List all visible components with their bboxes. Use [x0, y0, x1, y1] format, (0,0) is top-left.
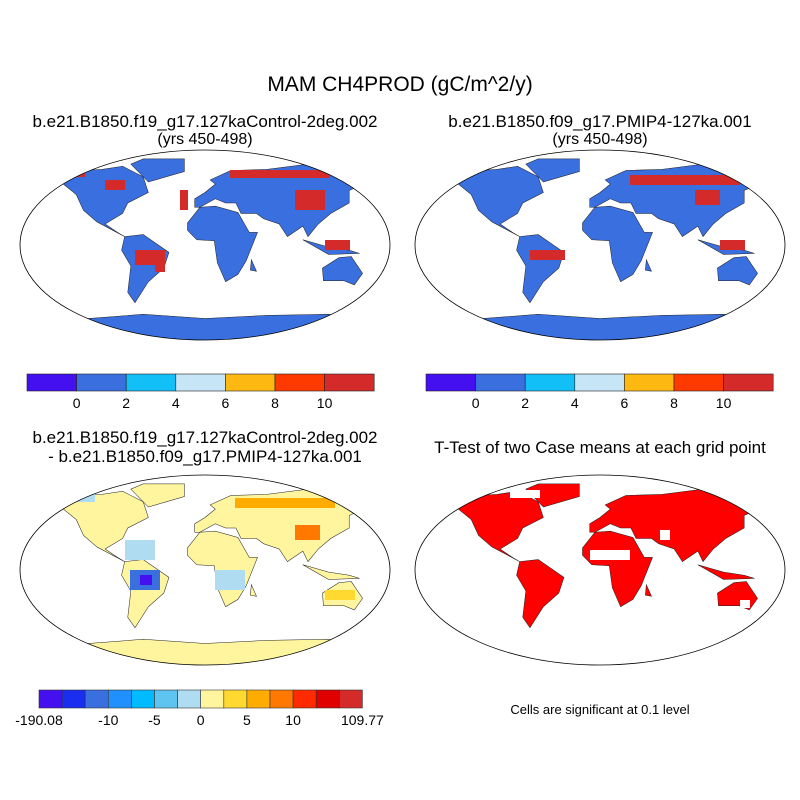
colorbar-box: [200, 689, 225, 709]
colorbar-box: [274, 373, 325, 392]
colorbar-box: [425, 373, 476, 392]
colorbar-box: [269, 689, 294, 709]
colorbar-box: [76, 373, 127, 392]
colorbar-box: [624, 373, 675, 392]
colorbar-label: 109.77: [341, 712, 384, 728]
panel2-subtitle: (yrs 450-498): [552, 131, 648, 148]
colorbar-label: 6: [621, 395, 629, 411]
colorbar-label: 4: [571, 395, 579, 411]
colorbar-box: [338, 689, 363, 709]
colorbar-box: [26, 373, 77, 392]
colorbar-label: -10: [98, 712, 118, 728]
colorbar-box: [292, 689, 317, 709]
colorbar-label: 2: [521, 395, 529, 411]
colorbar-label: 8: [271, 395, 279, 411]
colorbar-box: [125, 373, 177, 392]
map-ttest: [414, 474, 786, 666]
panel3-subtitle: - b.e21.B1850.f09_g17.PMIP4-127ka.001: [48, 447, 362, 466]
panel3-title: b.e21.B1850.f19_g17.127kaControl-2deg.00…: [32, 428, 378, 447]
colorbar-box: [38, 689, 63, 709]
colorbar-box: [475, 373, 526, 392]
colorbar-label: 2: [122, 395, 130, 411]
colorbar-box: [315, 689, 340, 709]
colorbar-difference: -190.08 -10 -5 0 5 10 109.77: [15, 689, 384, 728]
colorbar-label: 0: [197, 712, 205, 728]
colorbar-label: 0: [472, 395, 480, 411]
non-significant-cells: [510, 490, 750, 608]
main-title: MAM CH4PROD (gC/m^2/y): [267, 73, 533, 96]
colorbar-label: 10: [285, 712, 301, 728]
colorbar-label: 5: [243, 712, 251, 728]
colorbar-label: 6: [222, 395, 230, 411]
colorbar-box: [154, 689, 178, 709]
colorbar-box: [574, 373, 625, 392]
panel4-footnote: Cells are significant at 0.1 level: [510, 702, 690, 717]
panel2-title: b.e21.B1850.f09_g17.PMIP4-127ka.001: [448, 112, 752, 131]
colorbar-box: [175, 373, 226, 392]
panel1-title: b.e21.B1850.f19_g17.127kaControl-2deg.00…: [32, 112, 378, 131]
colorbar-control: 0 2 4 6 8 10: [26, 373, 375, 411]
panel4-title: T-Test of two Case means at each grid po…: [434, 438, 766, 457]
colorbar-box: [673, 373, 724, 392]
colorbar-label: 10: [716, 395, 732, 411]
map-control-case: [19, 149, 391, 341]
panel1-subtitle: (yrs 450-498): [157, 131, 253, 148]
colorbar-box: [225, 373, 276, 392]
colorbar-pmip4: 0 2 4 6 8 10: [425, 373, 774, 411]
colorbar-box: [524, 373, 576, 392]
colorbar-box: [223, 689, 248, 709]
colorbar-box: [131, 689, 155, 709]
colorbar-box: [108, 689, 132, 709]
colorbar-label: 10: [317, 395, 333, 411]
colorbar-label: 0: [73, 395, 81, 411]
colorbar-label: -190.08: [15, 712, 63, 728]
colorbar-box: [84, 689, 109, 709]
colorbar-box: [246, 689, 271, 709]
colorbar-box: [723, 373, 774, 392]
colorbar-label: 4: [172, 395, 180, 411]
colorbar-label: 8: [670, 395, 678, 411]
map-difference: [19, 474, 391, 666]
map-pmip4-case: [414, 149, 786, 341]
colorbar-box: [324, 373, 375, 392]
colorbar-label: -5: [148, 712, 161, 728]
colorbar-box: [61, 689, 86, 709]
colorbar-box: [177, 689, 202, 709]
